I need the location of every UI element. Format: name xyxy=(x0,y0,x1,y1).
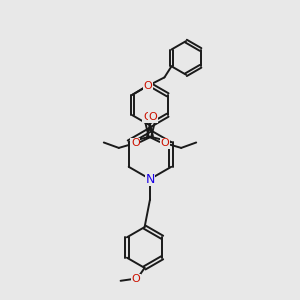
Text: O: O xyxy=(144,81,152,91)
Text: O: O xyxy=(131,274,140,284)
Text: O: O xyxy=(160,138,169,148)
Text: O: O xyxy=(143,112,152,122)
Text: N: N xyxy=(145,172,155,186)
Text: O: O xyxy=(148,112,157,122)
Text: O: O xyxy=(131,138,140,148)
